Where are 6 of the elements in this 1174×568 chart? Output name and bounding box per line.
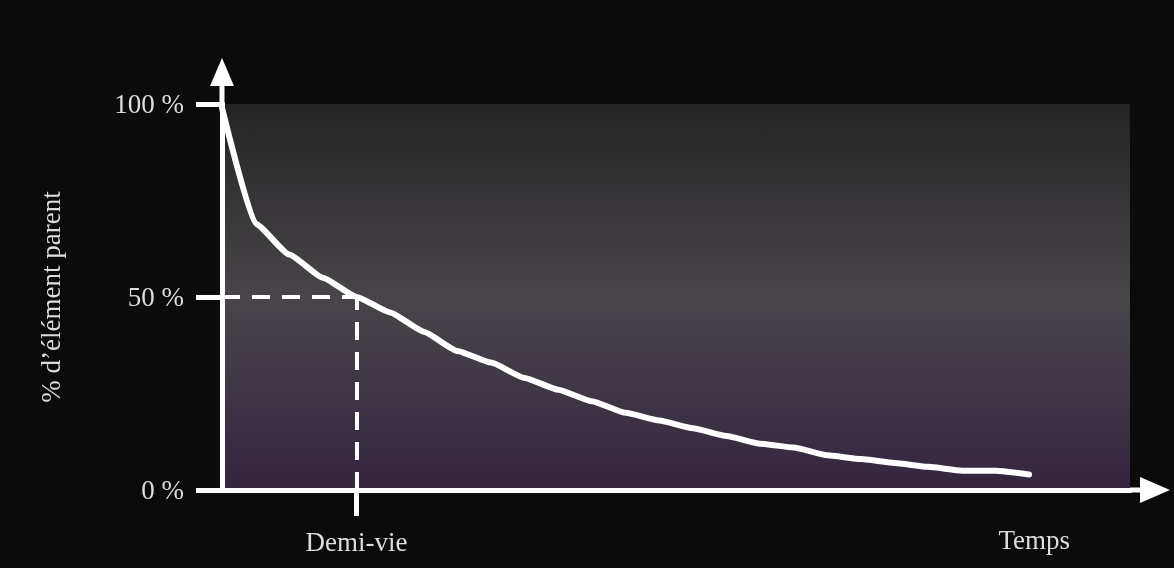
y-tick-label: 50 % xyxy=(127,282,184,312)
y-tick-label: 100 % xyxy=(114,89,184,119)
y-axis-title: % d’élément parent xyxy=(35,190,66,403)
x-axis-title: Temps xyxy=(998,524,1070,555)
y-tick-label: 0 % xyxy=(141,475,184,505)
x-tick-label: Demi-vie xyxy=(305,526,408,557)
